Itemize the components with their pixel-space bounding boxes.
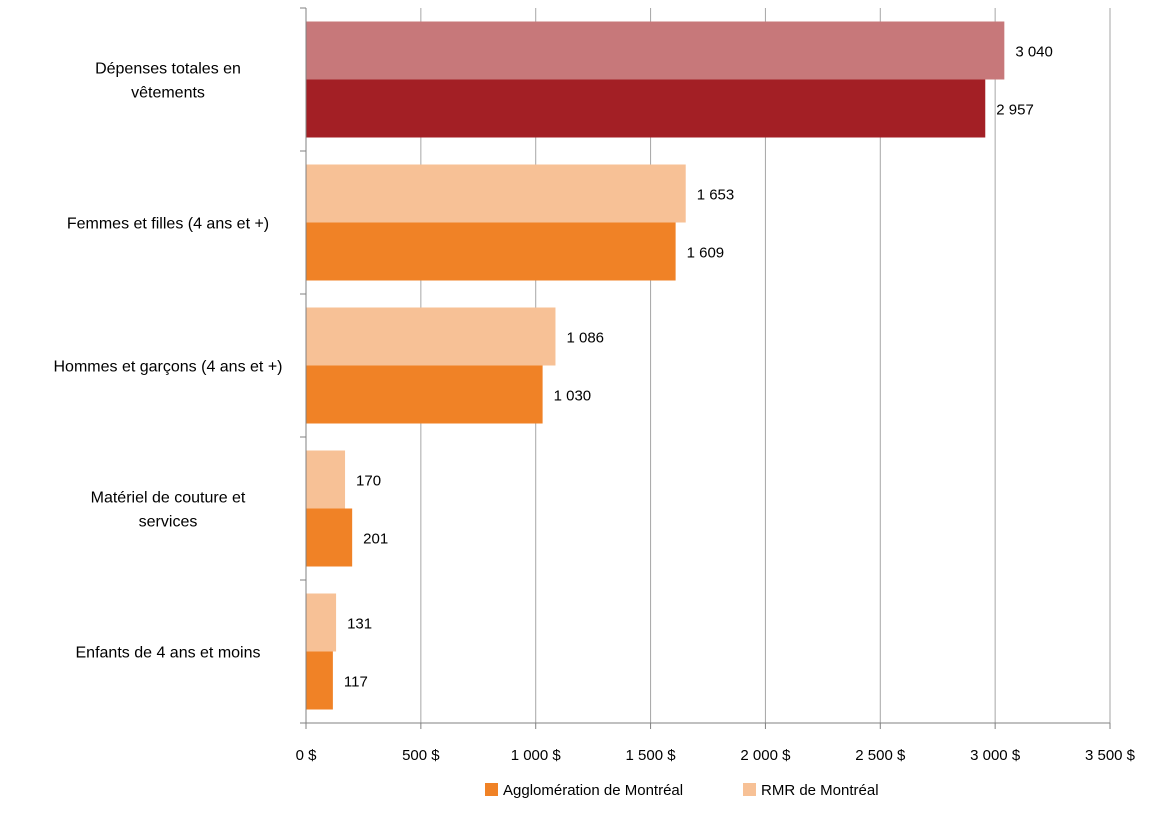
data-label: 1 086 — [566, 330, 604, 347]
data-label: 2 957 — [996, 102, 1034, 119]
data-label: 1 609 — [687, 245, 725, 262]
axes — [300, 7, 1111, 729]
bars — [306, 21, 1005, 710]
category-label: Dépenses totales en — [95, 61, 241, 78]
category-label: Matériel de couture et — [91, 490, 246, 507]
bar — [306, 307, 556, 366]
data-label: 3 040 — [1015, 44, 1053, 61]
x-tick-label: 2 500 $ — [855, 747, 906, 764]
bar — [306, 79, 986, 138]
bar — [306, 21, 1005, 80]
x-tick-label: 500 $ — [402, 747, 440, 764]
bar — [306, 508, 353, 567]
data-label: 1 030 — [554, 388, 592, 405]
category-label: services — [139, 514, 198, 531]
legend-label: Agglomération de Montréal — [503, 782, 683, 799]
data-label: 131 — [347, 616, 372, 633]
bar — [306, 365, 543, 424]
labels: 0 $ 500 $ 1 000 $ 1 500 $ 2 000 $ 2 500 $ 3 00… — [54, 44, 1136, 765]
x-tick-label: 0 $ — [296, 747, 318, 764]
x-tick-label: 1 500 $ — [626, 747, 677, 764]
x-tick-label: 1 000 $ — [511, 747, 562, 764]
data-label: 201 — [363, 531, 388, 548]
legend-swatch — [743, 783, 756, 796]
category-label: vêtements — [131, 85, 205, 102]
data-label: 1 653 — [697, 187, 735, 204]
data-label: 170 — [356, 473, 381, 490]
legend-swatch — [485, 783, 498, 796]
bar — [306, 164, 686, 223]
bar — [306, 450, 346, 509]
data-label: 117 — [344, 674, 368, 691]
x-tick-label: 2 000 $ — [740, 747, 791, 764]
category-label: Hommes et garçons (4 ans et +) — [54, 359, 283, 376]
legend: Agglomération de Montréal RMR de Montréal — [485, 782, 879, 799]
x-tick-label: 3 500 $ — [1085, 747, 1136, 764]
bar — [306, 593, 337, 652]
x-tick-label: 3 000 $ — [970, 747, 1021, 764]
bar — [306, 222, 676, 281]
bar — [306, 651, 333, 710]
category-label: Femmes et filles (4 ans et +) — [67, 216, 269, 233]
legend-label: RMR de Montréal — [761, 782, 879, 799]
category-label: Enfants de 4 ans et moins — [76, 645, 261, 662]
